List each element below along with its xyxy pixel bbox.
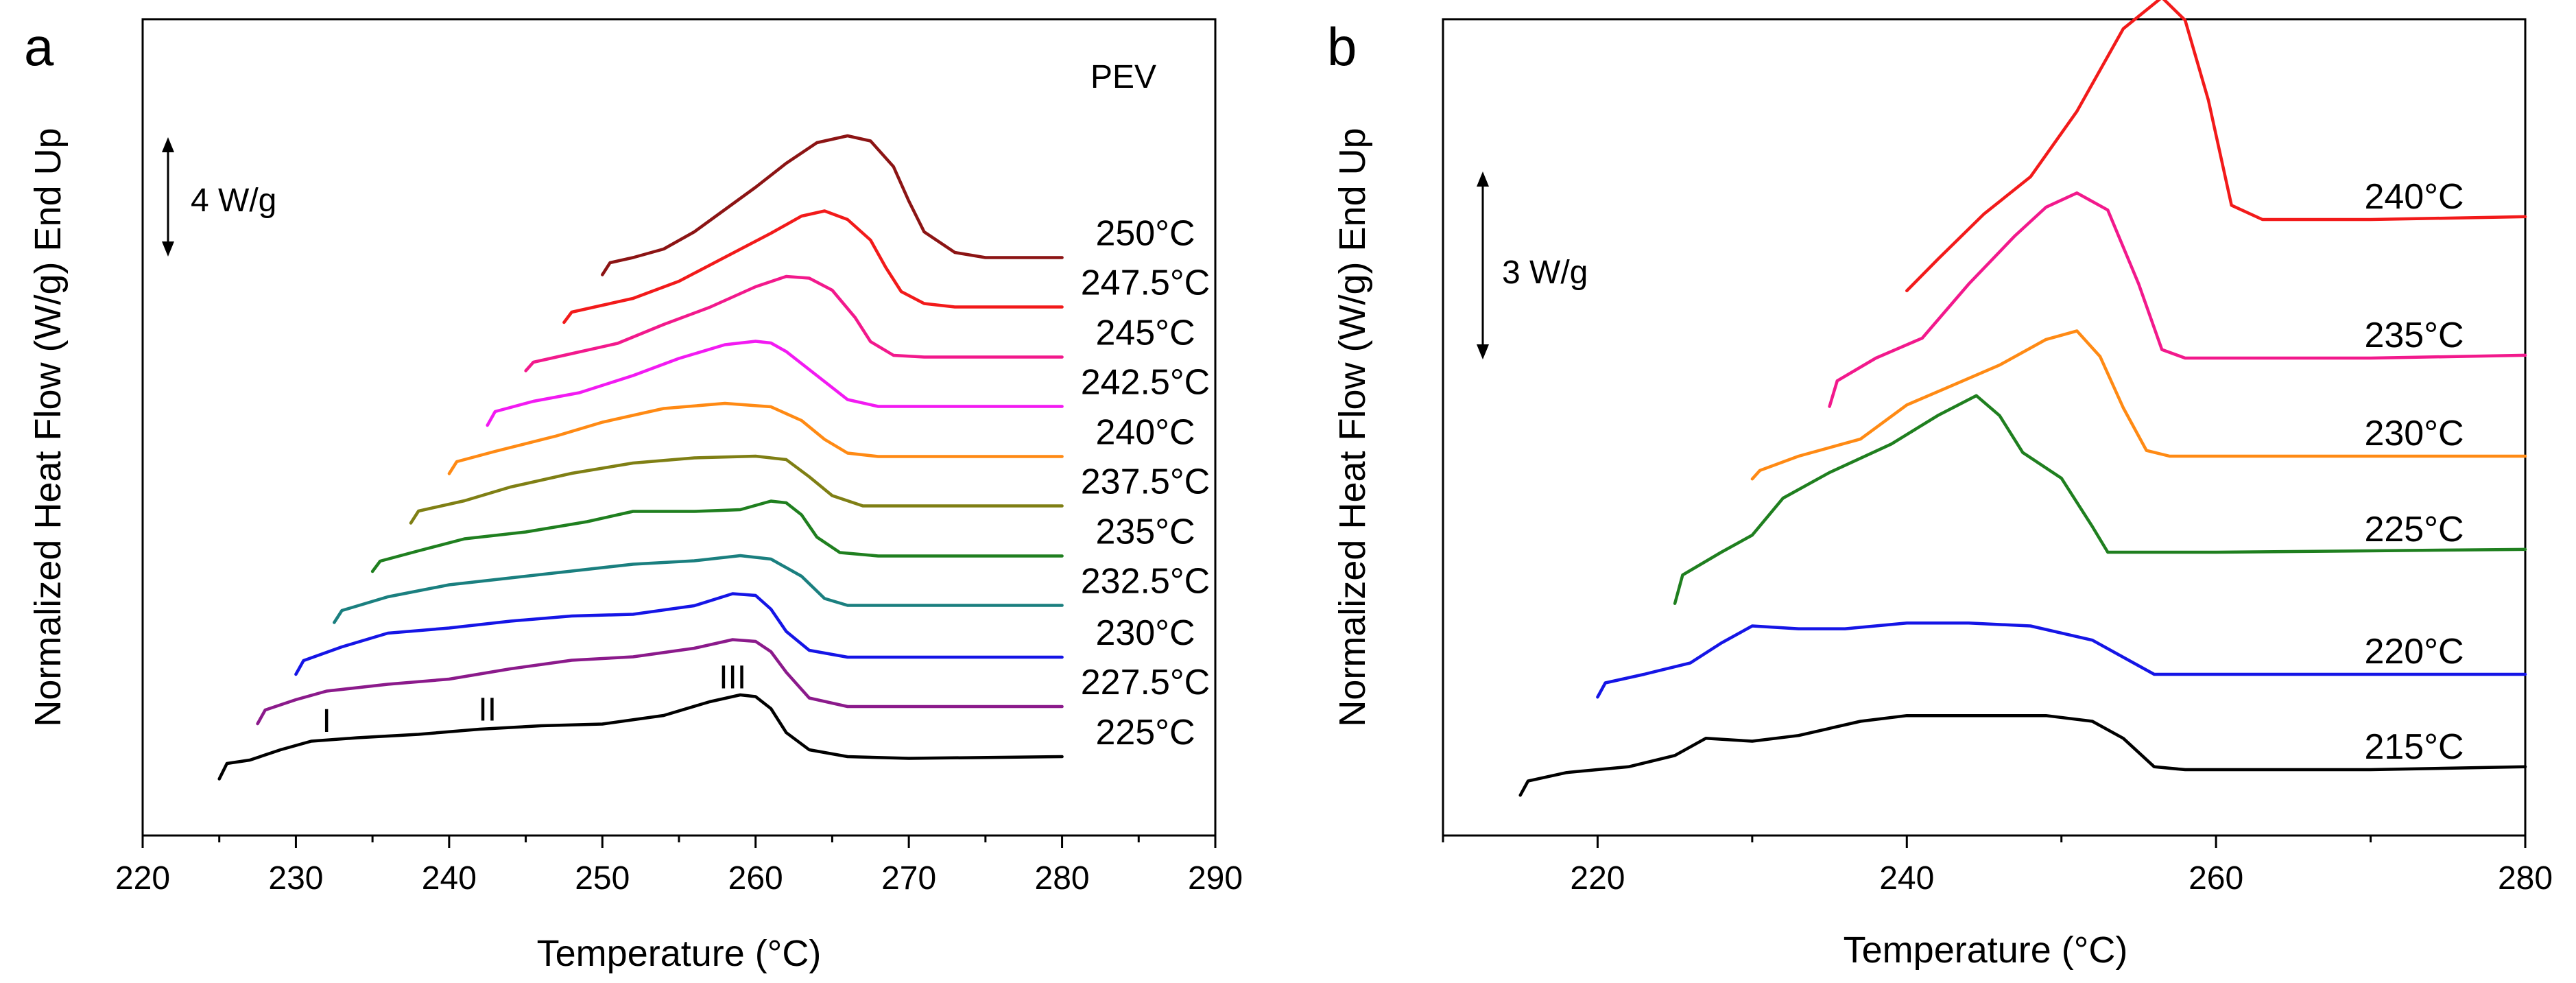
curve-label-235-c: 235°C [1095, 512, 1195, 552]
curve-label-235-c: 235°C [2364, 316, 2464, 355]
x-tick-label-260: 260 [728, 860, 783, 897]
curve-247-5-c [562, 209, 1064, 324]
panel-b-curves [1518, 0, 2527, 797]
curve-label-237-5-c: 237.5°C [1081, 462, 1210, 502]
curve-label-225-c: 225°C [2364, 510, 2464, 549]
curve-245-c [524, 274, 1064, 372]
curve-225-c [1673, 394, 2527, 605]
curve-240-c [1905, 0, 2527, 293]
curve-label-220-c: 220°C [2364, 632, 2464, 672]
curve-227-5-c [256, 638, 1064, 726]
region-marker-iii: III [719, 660, 746, 696]
panel-b-scale-bar-arrow-down [1477, 344, 1489, 359]
x-tick-label-290: 290 [1188, 860, 1243, 897]
curve-label-247-5-c: 247.5°C [1081, 263, 1210, 303]
curve-225-c [217, 693, 1064, 781]
curve-label-245-c: 245°C [1095, 313, 1195, 353]
x-tick-label-220: 220 [115, 860, 170, 897]
panel-a-x-ticks: 220 230 240 250 260 270 280 290 [115, 836, 1243, 897]
curve-230-c [1750, 329, 2527, 481]
panel-a-scale-bar: 4 W/g [162, 137, 276, 257]
panel-b-letter: b [1327, 16, 1357, 77]
panel-a-scale-bar-arrow-down [162, 241, 174, 257]
x-tick-label-280: 280 [1035, 860, 1090, 897]
curve-235-c [1828, 191, 2527, 408]
curve-label-230-c: 230°C [2364, 414, 2464, 453]
panel-a-scale-bar-label: 4 W/g [191, 182, 276, 219]
curve-label-240-c: 240°C [1095, 413, 1195, 453]
x-tick-label-220: 220 [1570, 860, 1625, 897]
panel-b-curve-labels: 215°C 220°C 225°C 230°C 235°C 240°C [2364, 177, 2464, 767]
curve-250-c [601, 134, 1064, 276]
panel-a-x-axis-label: Temperature (°C) [537, 933, 822, 974]
panel-a-scale-bar-arrow-up [162, 137, 174, 152]
curve-220-c [1596, 621, 2527, 699]
panel-b-plot-frame [1442, 18, 2527, 837]
curve-label-240-c: 240°C [2364, 177, 2464, 217]
panel-b-x-axis-label: Temperature (°C) [1844, 929, 2128, 971]
x-tick-label-240: 240 [422, 860, 477, 897]
curve-label-230-c: 230°C [1095, 613, 1195, 653]
curve-label-242-5-c: 242.5°C [1081, 363, 1210, 403]
panel-a-y-axis-label: Normalized Heat Flow (W/g) End Up [27, 128, 69, 726]
region-marker-ii: II [478, 691, 497, 728]
panel-a-sample-label: PEV [1090, 59, 1156, 95]
x-tick-label-260: 260 [2189, 860, 2243, 897]
x-tick-label-280: 280 [2498, 860, 2553, 897]
curve-label-227-5-c: 227.5°C [1081, 663, 1210, 702]
panel-b: b 220 240 260 280 215°C 220°C 225°C 230°C 235°C… [1327, 0, 2553, 971]
x-tick-label-270: 270 [881, 860, 936, 897]
panel-a-letter: a [24, 16, 54, 77]
region-marker-i: I [322, 703, 331, 739]
curve-215-c [1518, 713, 2527, 797]
curve-240-c [447, 401, 1064, 475]
panel-a-plot-frame [141, 18, 1217, 837]
panel-b-scale-bar-arrow-up [1477, 171, 1489, 187]
curve-label-250-c: 250°C [1095, 214, 1195, 254]
panel-a: a 220 230 240 250 260 270 280 290 225°C227.5°C2… [24, 16, 1243, 974]
panel-b-y-axis-label: Normalized Heat Flow (W/g) End Up [1332, 128, 1373, 726]
curve-232-5-c [333, 554, 1064, 624]
panel-a-curves [217, 134, 1064, 781]
x-tick-label-250: 250 [575, 860, 630, 897]
curve-230-c [294, 592, 1064, 676]
curve-237-5-c [409, 454, 1064, 525]
panel-a-curve-labels: 225°C 227.5°C 230°C 232.5°C 235°C 237.5°C 240°… [1081, 214, 1210, 753]
x-tick-label-230: 230 [268, 860, 323, 897]
curve-label-232-5-c: 232.5°C [1081, 562, 1210, 602]
curve-242-5-c [486, 340, 1064, 427]
panel-b-scale-bar-label: 3 W/g [1502, 254, 1588, 291]
curve-235-c [370, 499, 1064, 573]
curve-label-215-c: 215°C [2364, 727, 2464, 767]
panel-b-x-ticks: 220 240 260 280 [1442, 836, 2553, 897]
curve-label-225-c: 225°C [1095, 713, 1195, 753]
panel-b-scale-bar: 3 W/g [1477, 171, 1588, 359]
x-tick-label-240: 240 [1879, 860, 1934, 897]
